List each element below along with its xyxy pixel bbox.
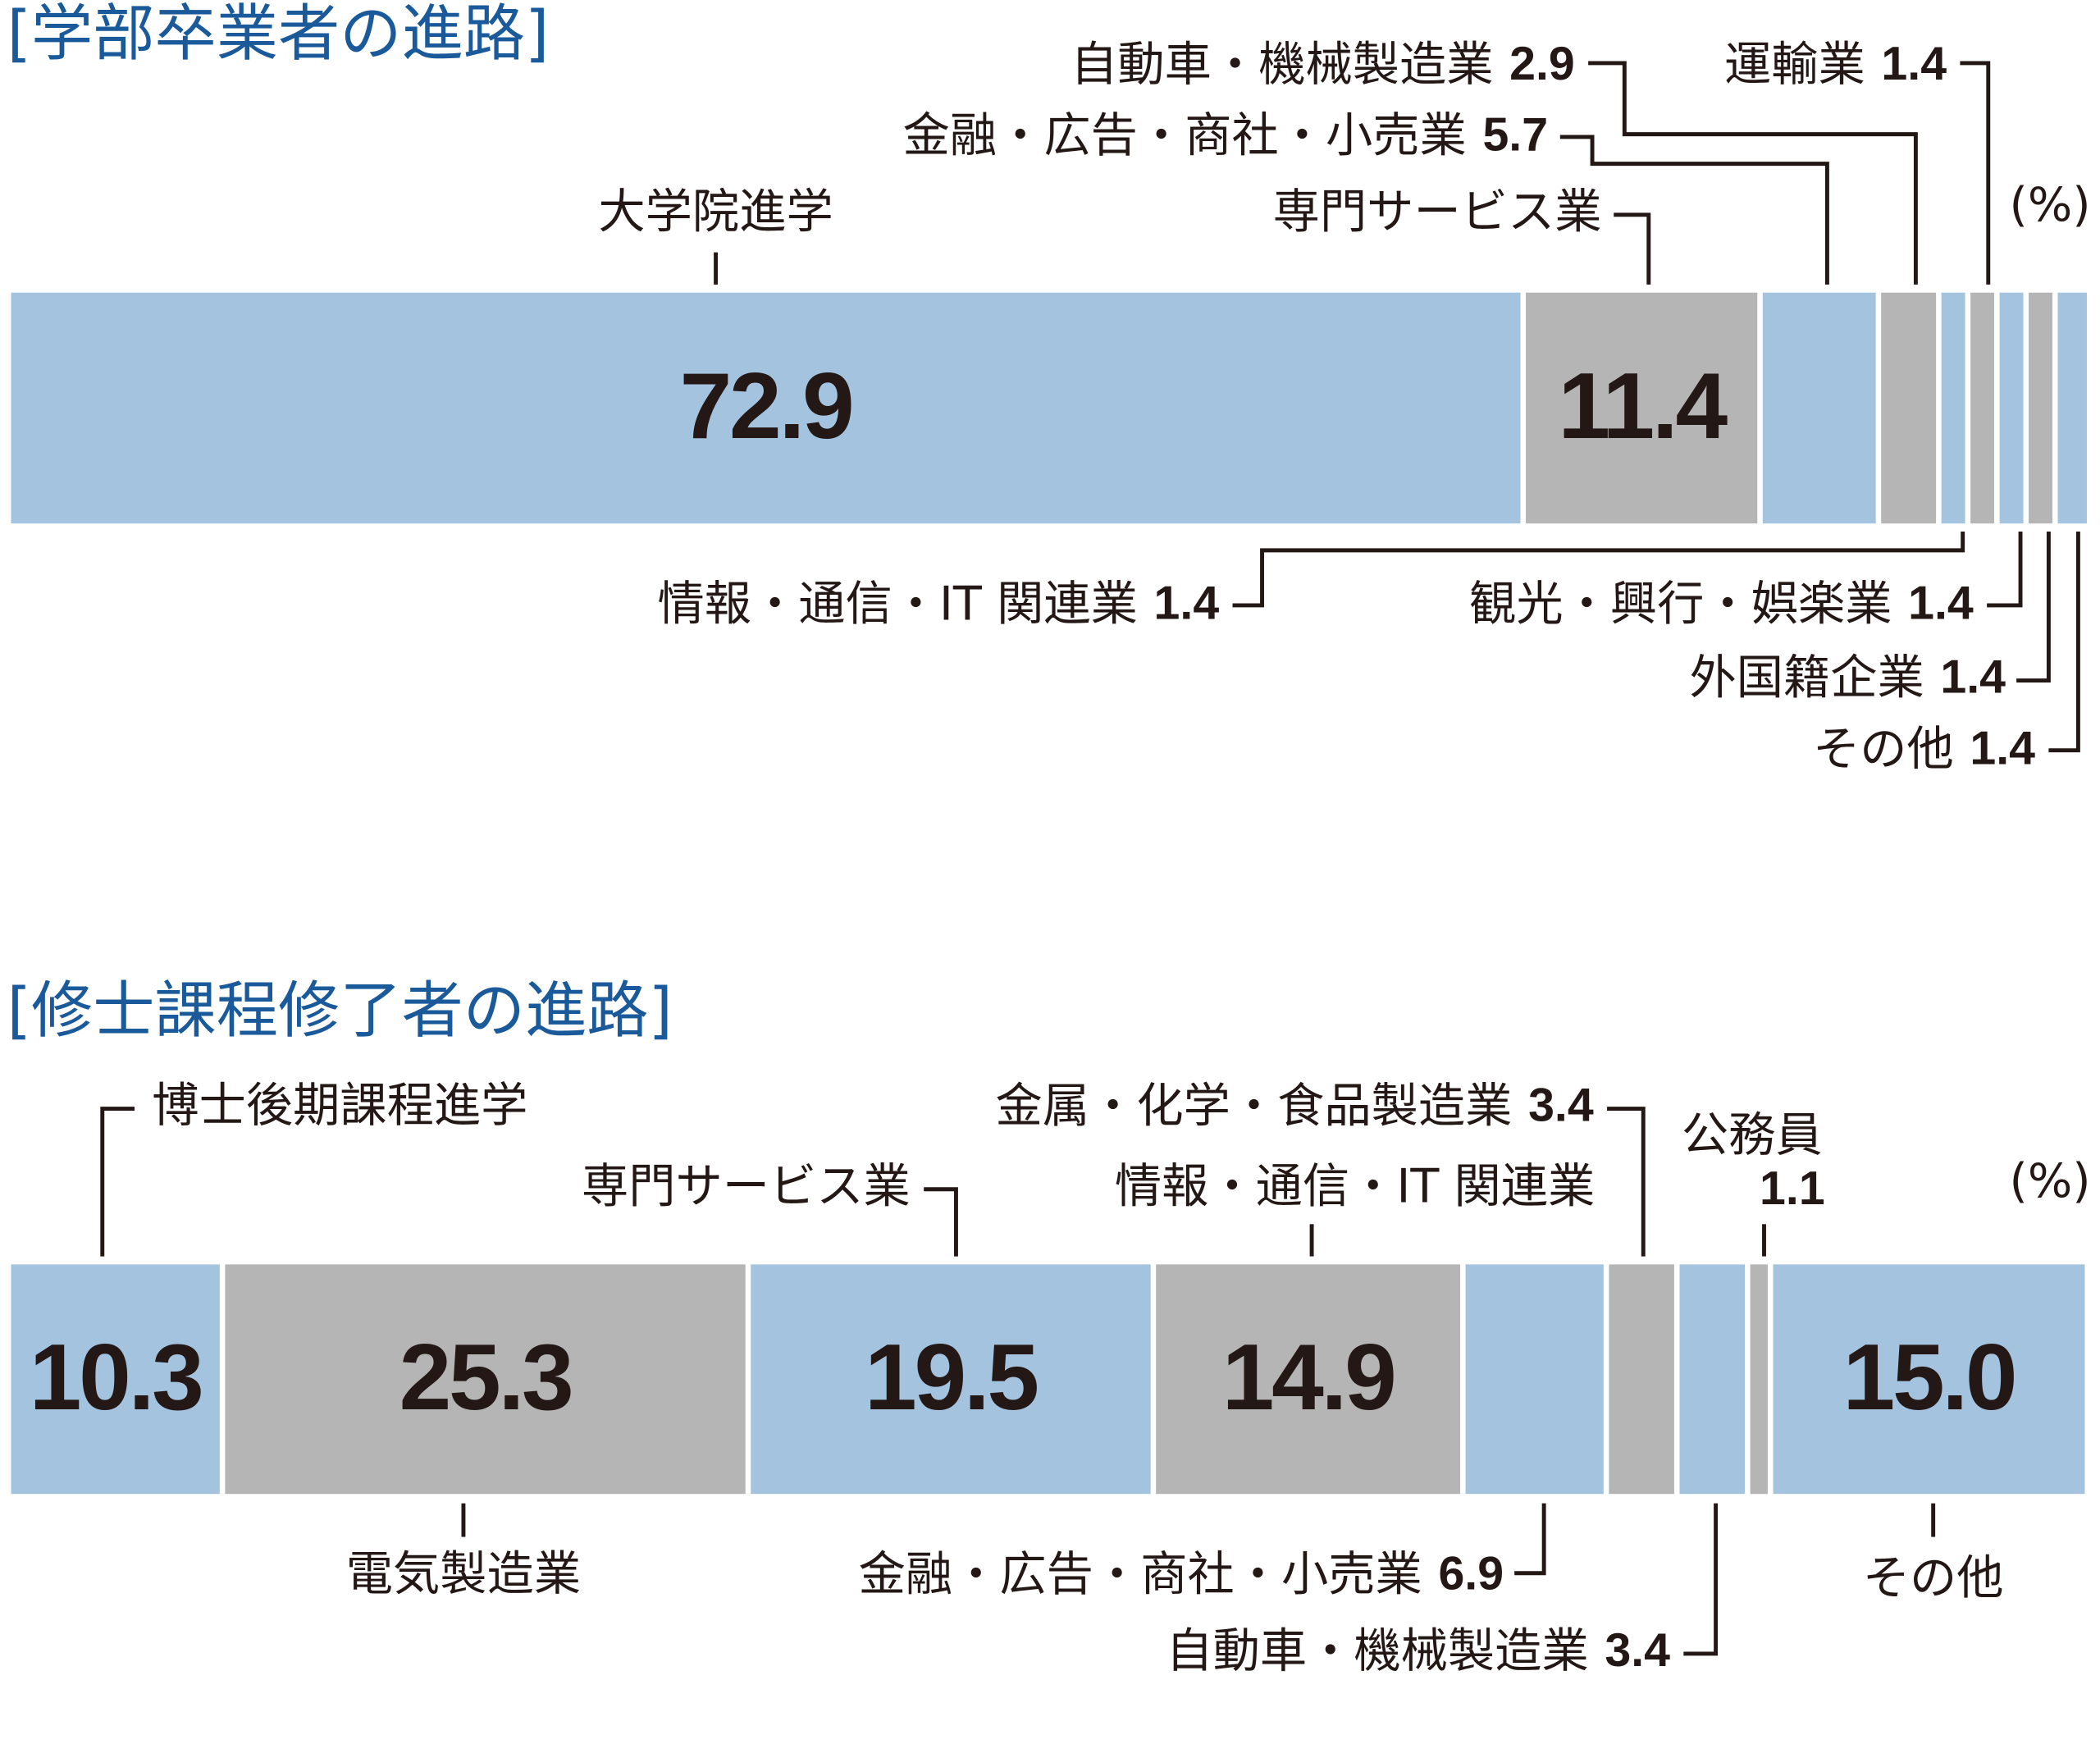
leader-line xyxy=(924,1187,958,1257)
bar-segment xyxy=(1999,292,2024,524)
bar-segment xyxy=(1881,292,1937,524)
bar-segment xyxy=(1526,292,1758,524)
leader-line xyxy=(1987,531,2023,608)
value-label: 19.5 xyxy=(865,1325,1037,1430)
bar-segment xyxy=(1750,1264,1768,1495)
category-label: 自動車・機械製造業 xyxy=(1071,36,1493,91)
leader-line xyxy=(2048,531,2080,753)
category-label: 博士後期課程進学 xyxy=(152,1078,527,1133)
leader-line xyxy=(1614,212,1651,285)
value-label: 1.4 xyxy=(1881,38,1947,90)
segment-label: 運輸業 1.4 xyxy=(1724,36,1947,91)
bar-segment xyxy=(2057,292,2087,524)
value-label: 1.4 xyxy=(1908,577,1974,630)
value-label: 72.9 xyxy=(680,354,852,459)
segment-label: 外国籍企業 1.4 xyxy=(1689,650,2006,705)
leader-line xyxy=(100,1107,135,1257)
segment-label: 自動車・機械製造業 2.9 xyxy=(1071,36,1575,91)
category-label: その他 xyxy=(1863,1550,2004,1605)
leader-line xyxy=(1559,135,1829,285)
unit-label: (%) xyxy=(2009,177,2090,232)
leader-line xyxy=(1232,531,1965,608)
value-label: 10.3 xyxy=(30,1325,202,1430)
bar-segment xyxy=(1762,292,1876,524)
value-label: 3.4 xyxy=(1528,1080,1594,1132)
segment-label: その他 1.4 xyxy=(1813,721,2035,776)
category-label: 公務員 xyxy=(1682,1107,1823,1162)
value-label: 15.0 xyxy=(1843,1325,2016,1430)
category-label: 専門サービス業 xyxy=(1273,184,1602,239)
bar-segment xyxy=(1465,1264,1604,1495)
bar-segment xyxy=(2029,292,2052,524)
leader-line xyxy=(1588,61,1918,285)
segment-label: 観光・興行・娯楽業 1.4 xyxy=(1469,576,1974,631)
category-label: 専門サービス業 xyxy=(582,1158,911,1213)
value-label: 1.4 xyxy=(1940,651,2006,704)
bar-segment xyxy=(1156,1264,1461,1495)
bar-segment xyxy=(1679,1264,1746,1495)
category-label: 大学院進学 xyxy=(598,184,833,239)
value-label: 5.7 xyxy=(1482,109,1548,162)
category-label: 運輸業 xyxy=(1724,36,1865,91)
bar-segment xyxy=(11,292,1521,524)
bar-segment xyxy=(225,1264,746,1495)
category-label: 電気製造業 xyxy=(346,1546,581,1601)
chart-title: [学部卒業者の進路] xyxy=(7,0,550,69)
category-label: 金融・広告・商社・小売業 xyxy=(903,107,1467,162)
value-label: 1.4 xyxy=(1970,722,2035,774)
category-label: 自動車・機械製造業 xyxy=(1166,1623,1588,1678)
leader-line xyxy=(1514,1503,1546,1576)
value-label: 11.4 xyxy=(1558,354,1728,459)
leader-line xyxy=(1683,1503,1719,1656)
bar-segment xyxy=(1773,1264,2085,1495)
unit-label: (%) xyxy=(2009,1153,2090,1208)
value-label: 1.1 xyxy=(1760,1162,1825,1215)
value-label: 14.9 xyxy=(1222,1325,1395,1430)
category-label: 金属・化学・食品製造業 xyxy=(996,1078,1513,1133)
segment-label: 自動車・機械製造業 3.4 xyxy=(1166,1623,1670,1678)
category-label: 外国籍企業 xyxy=(1689,650,1924,705)
category-label: 情報・通信・IT 関連業 xyxy=(657,576,1137,631)
value-label: 25.3 xyxy=(399,1325,572,1430)
leader-line xyxy=(2016,531,2051,683)
bar-segment xyxy=(751,1264,1151,1495)
category-label: 金融・広告・商社・小売業 xyxy=(859,1546,1422,1601)
segment-label: 情報・通信・IT 関連業 1.4 xyxy=(657,576,1219,631)
value-label: 2.9 xyxy=(1509,38,1575,90)
value-label: 3.4 xyxy=(1605,1624,1670,1677)
segment-label: 金融・広告・商社・小売業 5.7 xyxy=(903,107,1548,162)
category-label: 観光・興行・娯楽業 xyxy=(1469,576,1892,631)
value-label: 1.4 xyxy=(1154,577,1220,630)
value-label: 6.9 xyxy=(1438,1548,1504,1600)
segment-label: 金属・化学・食品製造業 3.4 xyxy=(996,1078,1594,1133)
segment-label: 金融・広告・商社・小売業 6.9 xyxy=(859,1546,1504,1601)
category-label: その他 xyxy=(1813,721,1954,776)
bar-segment xyxy=(1609,1264,1674,1495)
chart-title: [修士課程修了者の進路] xyxy=(7,975,673,1047)
bar-segment xyxy=(1970,292,1995,524)
leader-line xyxy=(1960,61,1991,285)
category-label: 情報・通信・IT 関連業 xyxy=(1115,1158,1595,1213)
bar-segment xyxy=(1941,292,1965,524)
bar-segment xyxy=(11,1264,220,1495)
leader-line xyxy=(1607,1107,1646,1257)
